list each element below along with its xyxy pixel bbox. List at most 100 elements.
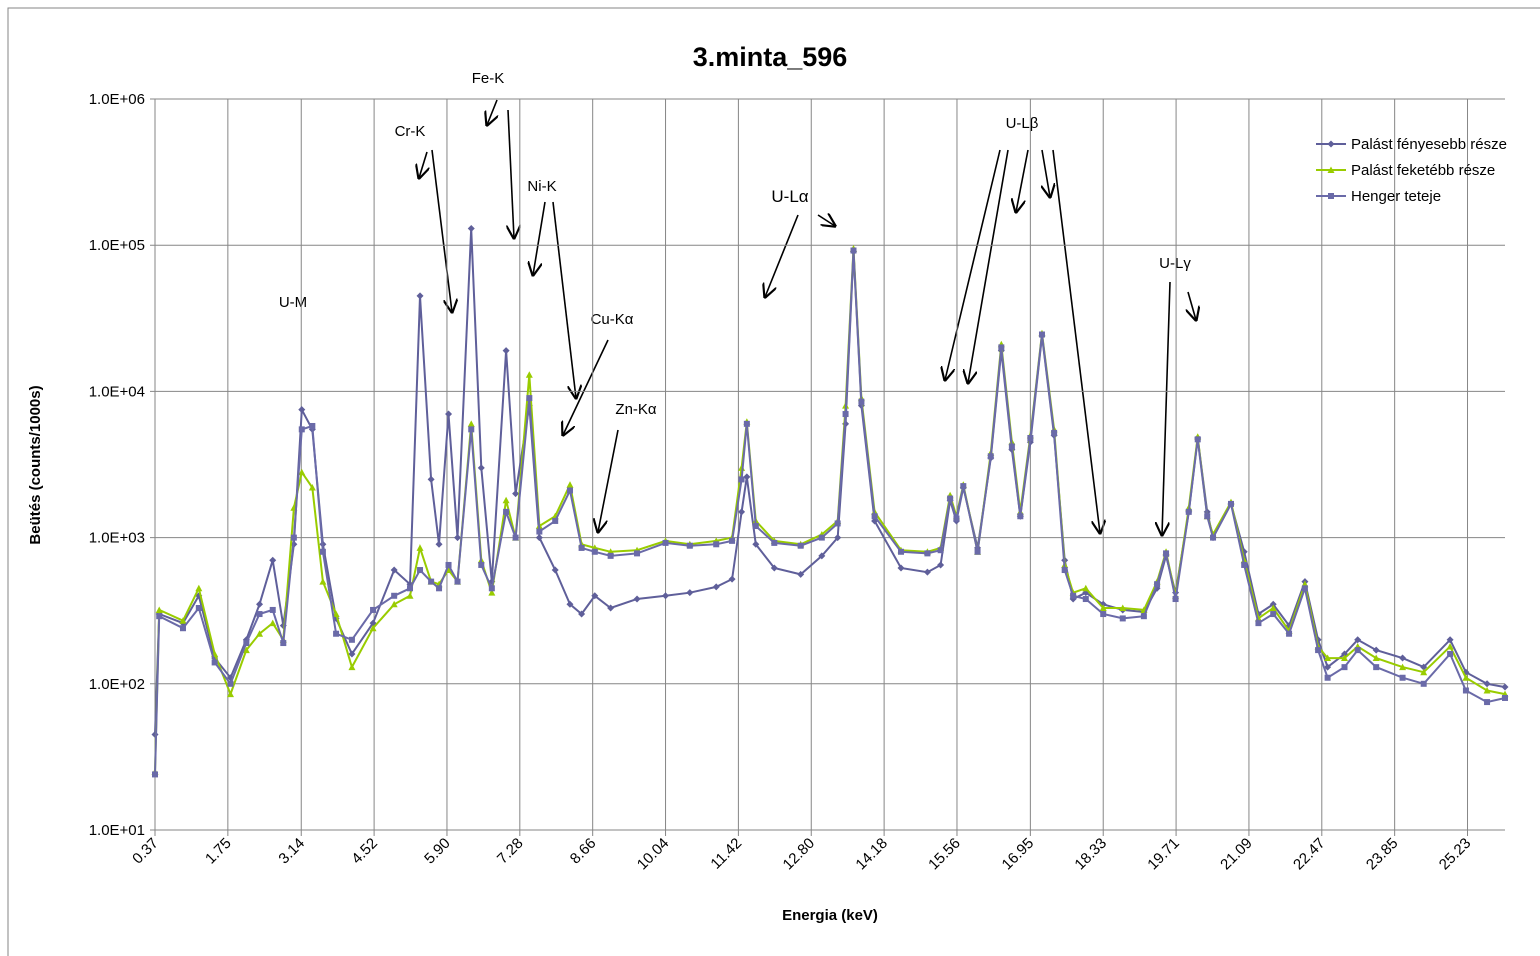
- marker: [871, 513, 878, 520]
- marker: [1399, 654, 1407, 662]
- marker: [960, 483, 967, 490]
- marker: [525, 371, 533, 378]
- marker: [1255, 620, 1262, 627]
- marker: [818, 534, 825, 541]
- chart-frame: [7, 7, 1540, 956]
- arrow: [598, 429, 619, 532]
- marker: [369, 624, 377, 632]
- marker: [1340, 654, 1348, 662]
- marker: [195, 584, 203, 592]
- marker: [578, 544, 585, 551]
- y-tick-label: 1.0E+05: [89, 237, 145, 254]
- marker: [1119, 615, 1126, 622]
- marker: [771, 539, 778, 546]
- y-tick-label: 1.0E+01: [89, 822, 145, 839]
- marker: [391, 592, 398, 599]
- marker: [1163, 550, 1170, 557]
- marker: [256, 630, 264, 637]
- marker: [179, 617, 187, 624]
- marker: [428, 578, 435, 585]
- arrow: [419, 151, 427, 178]
- marker: [1082, 596, 1089, 603]
- marker: [578, 610, 586, 618]
- marker: [1269, 604, 1277, 611]
- marker: [728, 575, 736, 583]
- marker: [713, 541, 720, 548]
- marker: [427, 475, 435, 483]
- marker: [1017, 513, 1024, 520]
- marker: [752, 523, 759, 530]
- marker: [536, 528, 543, 535]
- marker: [280, 640, 287, 647]
- marker: [607, 604, 615, 612]
- marker: [1483, 680, 1491, 688]
- marker: [1154, 581, 1161, 588]
- marker: [227, 680, 234, 687]
- marker: [1008, 443, 1015, 450]
- marker: [686, 542, 693, 549]
- annotation: U-Lγ: [1159, 255, 1191, 272]
- y-tick-label: 1.0E+04: [89, 383, 145, 400]
- marker: [591, 548, 598, 555]
- arrow: [968, 149, 1009, 383]
- marker: [797, 542, 804, 549]
- marker: [1447, 650, 1454, 657]
- marker: [435, 540, 443, 548]
- marker: [834, 534, 842, 542]
- marker: [488, 585, 495, 592]
- marker: [1484, 699, 1491, 706]
- marker: [662, 539, 669, 546]
- arrow: [563, 339, 609, 435]
- arrow: [817, 215, 835, 226]
- marker: [1241, 561, 1248, 568]
- marker: [1240, 556, 1248, 564]
- arrow: [1052, 149, 1100, 533]
- marker: [390, 600, 398, 608]
- marker: [1210, 534, 1217, 541]
- marker: [1354, 636, 1362, 644]
- marker: [256, 600, 264, 608]
- marker: [937, 561, 945, 569]
- arrow: [487, 99, 497, 125]
- marker: [1301, 585, 1308, 592]
- marker: [1140, 613, 1147, 620]
- marker: [1483, 686, 1491, 694]
- annotation: Cu-Kα: [591, 311, 634, 328]
- legend-label: Henger teteje: [1351, 188, 1441, 205]
- marker: [1324, 654, 1332, 662]
- marker: [752, 540, 760, 548]
- marker: [1462, 687, 1469, 694]
- marker: [269, 556, 277, 564]
- marker: [1462, 674, 1470, 681]
- marker: [467, 225, 475, 233]
- arrow: [533, 201, 546, 275]
- marker: [566, 481, 574, 488]
- marker: [1324, 663, 1332, 671]
- x-axis-label: Energia (keV): [782, 907, 878, 924]
- marker: [1502, 694, 1508, 701]
- marker: [974, 548, 981, 555]
- marker: [179, 625, 186, 632]
- marker: [738, 508, 746, 516]
- marker: [269, 619, 277, 627]
- marker: [850, 247, 857, 254]
- annotation: Fe-K: [472, 70, 505, 87]
- marker: [1327, 140, 1335, 148]
- marker: [243, 640, 250, 647]
- marker: [298, 468, 306, 476]
- marker: [195, 604, 202, 611]
- marker: [1328, 193, 1334, 199]
- marker: [1501, 683, 1509, 691]
- legend-label: Palást feketébb része: [1351, 162, 1495, 179]
- marker: [370, 606, 377, 613]
- marker: [478, 561, 485, 568]
- marker: [417, 567, 424, 574]
- arrow: [1162, 281, 1171, 535]
- annotation: U-Lβ: [1006, 115, 1039, 132]
- marker: [686, 589, 694, 597]
- marker: [1185, 508, 1192, 515]
- marker: [633, 595, 641, 603]
- marker: [155, 606, 163, 613]
- marker: [1204, 513, 1211, 520]
- marker: [454, 534, 462, 542]
